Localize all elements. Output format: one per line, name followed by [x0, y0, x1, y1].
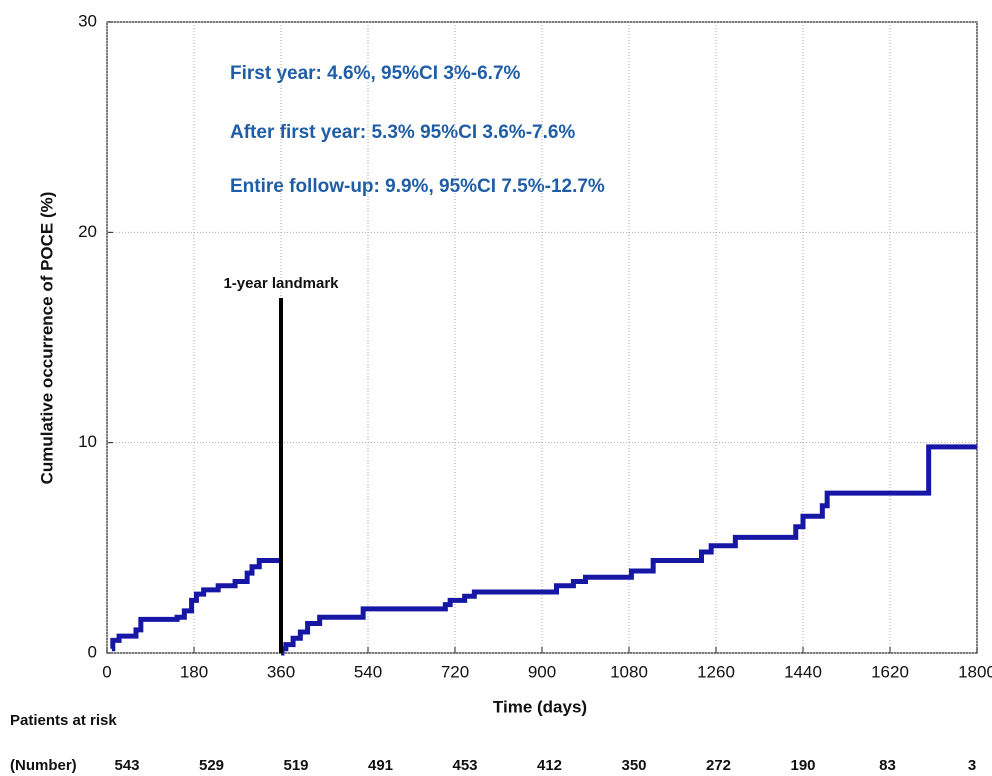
x-tick-label: 180	[180, 662, 208, 681]
x-tick-label: 1800	[958, 662, 992, 681]
risk-value: 529	[199, 757, 224, 774]
x-tick-label: 1440	[784, 662, 822, 681]
risk-value: 543	[114, 757, 139, 774]
y-tick-label: 30	[78, 11, 97, 30]
risk-title: Patients at risk	[10, 712, 117, 729]
risk-value: 190	[790, 757, 815, 774]
y-tick-label: 20	[78, 222, 97, 241]
x-tick-label: 360	[267, 662, 295, 681]
risk-value: 272	[706, 757, 731, 774]
x-tick-label: 1080	[610, 662, 648, 681]
x-tick-label: 900	[528, 662, 556, 681]
risk-value: 3	[968, 757, 976, 774]
risk-value: 412	[537, 757, 562, 774]
risk-value: 350	[621, 757, 646, 774]
annotation: After first year: 5.3% 95%CI 3.6%-7.6%	[230, 122, 575, 143]
risk-value: 519	[283, 757, 308, 774]
x-tick-label: 0	[102, 662, 111, 681]
landmark-label: 1-year landmark	[223, 275, 339, 292]
y-tick-label: 10	[78, 432, 97, 451]
risk-label: (Number)	[10, 757, 77, 774]
risk-value: 453	[452, 757, 477, 774]
annotation: First year: 4.6%, 95%CI 3%-6.7%	[230, 63, 521, 84]
risk-value: 491	[368, 757, 393, 774]
x-tick-label: 720	[441, 662, 469, 681]
step-line	[279, 444, 977, 656]
y-tick-label: 0	[88, 642, 97, 661]
risk-value: 83	[879, 757, 896, 774]
y-axis-label: Cumulative occurrence of POCE (%)	[37, 192, 56, 485]
x-tick-label: 540	[354, 662, 382, 681]
x-tick-label: 1620	[871, 662, 909, 681]
step-line	[110, 557, 281, 652]
annotation: Entire follow-up: 9.9%, 95%CI 7.5%-12.7%	[230, 176, 605, 197]
x-axis-label: Time (days)	[493, 697, 587, 716]
x-tick-label: 1260	[697, 662, 735, 681]
